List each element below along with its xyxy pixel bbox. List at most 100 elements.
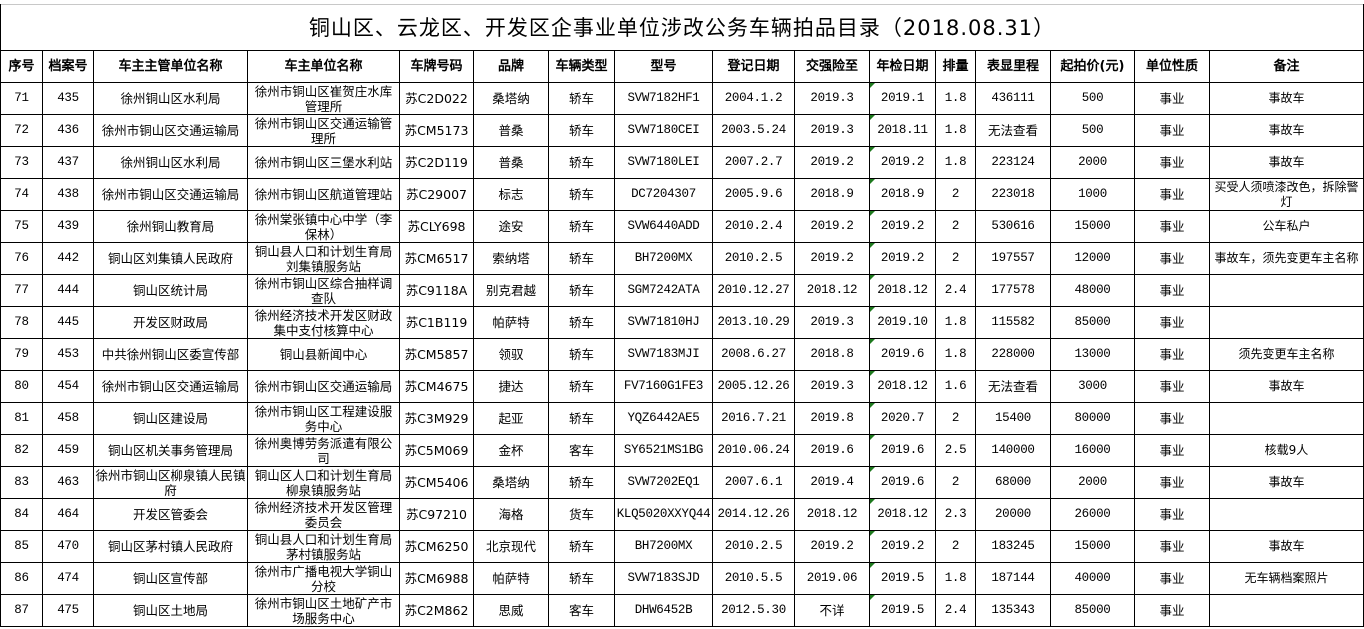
cell-insurance-until[interactable]: 2018.9	[794, 178, 870, 211]
cell-model[interactable]: DHW6452B	[614, 594, 713, 627]
cell-insurance-until[interactable]: 2019.3	[794, 370, 870, 403]
cell-reg-date[interactable]: 2005.12.26	[712, 370, 795, 403]
cell-insurance-until[interactable]: 2018.12	[794, 274, 870, 307]
cell-supervisor-unit[interactable]: 徐州市铜山区交通运输局	[93, 178, 248, 211]
cell-odometer[interactable]: 20000	[975, 498, 1051, 531]
cell-owner-unit[interactable]: 徐州市广播电视大学铜山分校	[247, 562, 400, 595]
cell-insurance-until[interactable]: 2019.3	[794, 82, 870, 115]
cell-start-price[interactable]: 13000	[1050, 338, 1135, 371]
cell-supervisor-unit[interactable]: 开发区财政局	[93, 306, 248, 339]
cell-displacement[interactable]: 2	[935, 402, 976, 435]
cell-reg-date[interactable]: 2007.2.7	[712, 146, 795, 179]
column-header-displacement[interactable]: 排量	[935, 50, 976, 83]
cell-plate[interactable]: 苏CM6517	[399, 242, 474, 275]
cell-vehicle-type[interactable]: 轿车	[548, 274, 615, 307]
cell-supervisor-unit[interactable]: 徐州市铜山区交通运输局	[93, 370, 248, 403]
column-header-owner-unit[interactable]: 车主单位名称	[247, 50, 400, 83]
cell-displacement[interactable]: 2	[935, 530, 976, 563]
cell-seq[interactable]: 78	[0, 306, 43, 339]
cell-model[interactable]: SVW7182HF1	[614, 82, 713, 115]
cell-supervisor-unit[interactable]: 徐州市铜山区柳泉镇人民镇府	[93, 466, 248, 499]
cell-odometer[interactable]: 68000	[975, 466, 1051, 499]
cell-odometer[interactable]: 177578	[975, 274, 1051, 307]
cell-odometer[interactable]: 197557	[975, 242, 1051, 275]
cell-odometer[interactable]: 228000	[975, 338, 1051, 371]
cell-remarks[interactable]: 事故车	[1209, 146, 1364, 179]
cell-reg-date[interactable]: 2005.9.6	[712, 178, 795, 211]
cell-odometer[interactable]: 183245	[975, 530, 1051, 563]
cell-reg-date[interactable]: 2010.2.5	[712, 242, 795, 275]
cell-plate[interactable]: 苏C5M069	[399, 434, 474, 467]
cell-brand[interactable]: 帕萨特	[473, 562, 549, 595]
error-indicator-icon[interactable]	[870, 147, 875, 152]
cell-inspection-date[interactable]: 2019.1	[869, 82, 936, 115]
cell-unit-nature[interactable]: 事业	[1134, 402, 1210, 435]
cell-start-price[interactable]: 2000	[1050, 146, 1135, 179]
cell-reg-date[interactable]: 2012.5.30	[712, 594, 795, 627]
cell-odometer[interactable]: 140000	[975, 434, 1051, 467]
cell-plate[interactable]: 苏CM5857	[399, 338, 474, 371]
cell-unit-nature[interactable]: 事业	[1134, 498, 1210, 531]
cell-seq[interactable]: 79	[0, 338, 43, 371]
cell-displacement[interactable]: 1.8	[935, 338, 976, 371]
cell-model[interactable]: KLQ5020XXYQ44	[614, 498, 713, 531]
cell-reg-date[interactable]: 2007.6.1	[712, 466, 795, 499]
cell-start-price[interactable]: 80000	[1050, 402, 1135, 435]
cell-brand[interactable]: 北京现代	[473, 530, 549, 563]
cell-reg-date[interactable]: 2004.1.2	[712, 82, 795, 115]
cell-unit-nature[interactable]: 事业	[1134, 530, 1210, 563]
cell-start-price[interactable]: 85000	[1050, 306, 1135, 339]
cell-model[interactable]: BH7200MX	[614, 530, 713, 563]
cell-vehicle-type[interactable]: 轿车	[548, 370, 615, 403]
cell-brand[interactable]: 别克君越	[473, 274, 549, 307]
error-indicator-icon[interactable]	[870, 563, 875, 568]
cell-brand[interactable]: 领驭	[473, 338, 549, 371]
cell-remarks[interactable]: 核载9人	[1209, 434, 1364, 467]
cell-owner-unit[interactable]: 徐州市铜山区土地矿产市场服务中心	[247, 594, 400, 627]
cell-supervisor-unit[interactable]: 铜山区统计局	[93, 274, 248, 307]
cell-owner-unit[interactable]: 徐州市铜山区崔贺庄水库管理所	[247, 82, 400, 115]
cell-seq[interactable]: 85	[0, 530, 43, 563]
cell-supervisor-unit[interactable]: 徐州铜山区水利局	[93, 82, 248, 115]
column-header-brand[interactable]: 品牌	[473, 50, 549, 83]
cell-model[interactable]: SVW7183MJI	[614, 338, 713, 371]
column-header-seq[interactable]: 序号	[0, 50, 43, 83]
cell-reg-date[interactable]: 2010.2.4	[712, 210, 795, 243]
cell-insurance-until[interactable]: 2018.8	[794, 338, 870, 371]
cell-start-price[interactable]: 1000	[1050, 178, 1135, 211]
cell-owner-unit[interactable]: 徐州市铜山区三堡水利站	[247, 146, 400, 179]
cell-start-price[interactable]: 2000	[1050, 466, 1135, 499]
cell-remarks[interactable]	[1209, 594, 1364, 627]
cell-seq[interactable]: 72	[0, 114, 43, 147]
cell-model[interactable]: SVW6440ADD	[614, 210, 713, 243]
cell-file-no[interactable]: 436	[42, 114, 94, 147]
cell-odometer[interactable]: 无法查看	[975, 370, 1051, 403]
cell-unit-nature[interactable]: 事业	[1134, 114, 1210, 147]
cell-file-no[interactable]: 474	[42, 562, 94, 595]
cell-remarks[interactable]: 公车私户	[1209, 210, 1364, 243]
cell-start-price[interactable]: 15000	[1050, 530, 1135, 563]
cell-inspection-date[interactable]: 2018.11	[869, 114, 936, 147]
cell-inspection-date[interactable]: 2019.6	[869, 338, 936, 371]
cell-insurance-until[interactable]: 2018.12	[794, 498, 870, 531]
cell-owner-unit[interactable]: 铜山县新闻中心	[247, 338, 400, 371]
error-indicator-icon[interactable]	[870, 435, 875, 440]
cell-plate[interactable]: 苏C2D022	[399, 82, 474, 115]
cell-unit-nature[interactable]: 事业	[1134, 178, 1210, 211]
column-header-plate[interactable]: 车牌号码	[399, 50, 474, 83]
cell-brand[interactable]: 起亚	[473, 402, 549, 435]
cell-owner-unit[interactable]: 徐州市铜山区综合抽样调查队	[247, 274, 400, 307]
cell-owner-unit[interactable]: 徐州经济技术开发区财政集中支付核算中心	[247, 306, 400, 339]
cell-vehicle-type[interactable]: 轿车	[548, 562, 615, 595]
cell-seq[interactable]: 74	[0, 178, 43, 211]
cell-unit-nature[interactable]: 事业	[1134, 274, 1210, 307]
error-indicator-icon[interactable]	[870, 467, 875, 472]
error-indicator-icon[interactable]	[870, 115, 875, 120]
cell-insurance-until[interactable]: 2019.8	[794, 402, 870, 435]
cell-model[interactable]: YQZ6442AE5	[614, 402, 713, 435]
cell-odometer[interactable]: 15400	[975, 402, 1051, 435]
cell-file-no[interactable]: 439	[42, 210, 94, 243]
cell-file-no[interactable]: 459	[42, 434, 94, 467]
cell-reg-date[interactable]: 2010.2.5	[712, 530, 795, 563]
error-indicator-icon[interactable]	[870, 371, 875, 376]
